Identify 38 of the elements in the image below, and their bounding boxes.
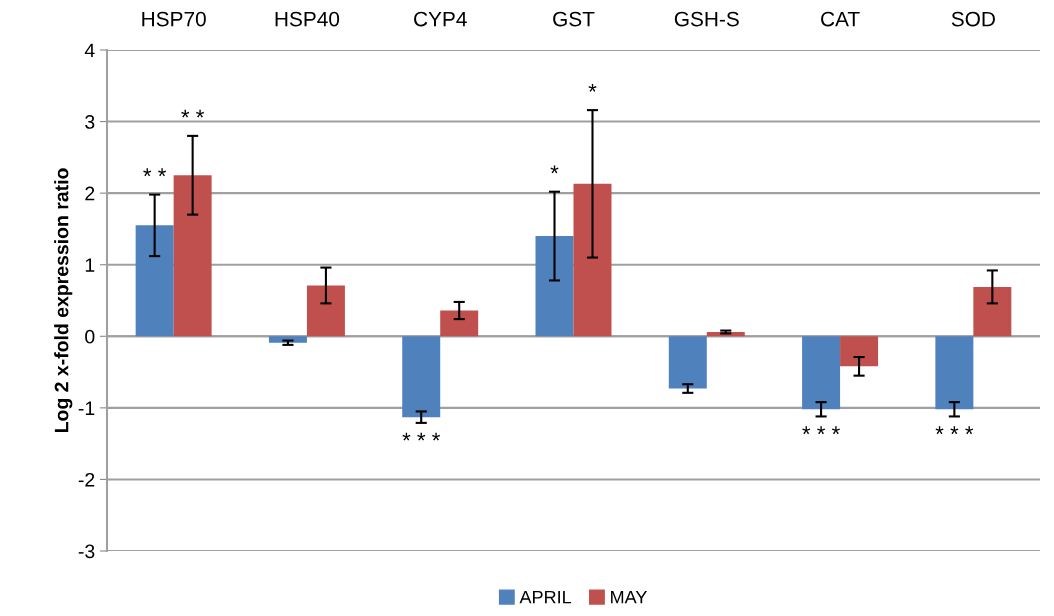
x-tick-label: CYP4 [414, 11, 467, 27]
bar [535, 236, 574, 337]
bar [840, 336, 879, 367]
annotation: * [588, 83, 597, 92]
y-tick-label: 3 [85, 115, 95, 129]
annotation: * [550, 165, 559, 174]
annotation: * * * [802, 426, 840, 435]
annotation: * * * [402, 432, 441, 441]
bar [135, 225, 174, 337]
annotation: * * * [935, 426, 974, 435]
bar [173, 175, 212, 337]
x-tick-label: GSH-S [674, 11, 739, 27]
bar [402, 336, 441, 418]
bar [668, 336, 707, 389]
bar [573, 183, 612, 337]
y-tick-label: -3 [78, 544, 95, 559]
annotation: * * [181, 109, 205, 118]
y-tick-label: 0 [85, 329, 95, 344]
bar [306, 285, 345, 337]
legend-label: APRIL [519, 590, 572, 604]
y-tick-label: 4 [84, 43, 95, 58]
x-tick-label: CAT [821, 11, 860, 27]
y-tick-label: 1 [85, 258, 95, 272]
bar [935, 336, 974, 410]
bar [973, 286, 1012, 337]
y-tick-label: 2 [85, 186, 95, 201]
x-tick-label: GST [553, 11, 595, 27]
x-tick-label: HSP70 [142, 11, 206, 27]
annotation: * * [143, 168, 167, 177]
y-tick-label: -2 [78, 472, 95, 487]
x-tick-label: SOD [951, 11, 995, 27]
y-tick-label: -1 [78, 401, 95, 415]
bar [802, 336, 841, 410]
bar [440, 310, 479, 337]
y-axis-title: Log 2 x-fold expression ratio [54, 168, 73, 433]
bar [268, 336, 307, 343]
legend-label: MAY [611, 590, 647, 604]
x-tick-label: HSP40 [275, 11, 340, 27]
